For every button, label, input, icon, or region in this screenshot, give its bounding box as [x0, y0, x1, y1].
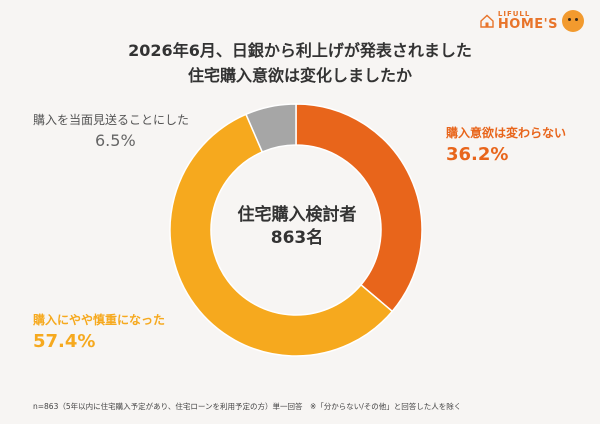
logo-big-text: HOME'S [497, 17, 558, 32]
slice-unchanged [295, 103, 423, 313]
slice-label-unchanged: 購入意欲は変わらない 36.2% [446, 124, 566, 165]
slice-cautious [169, 113, 394, 357]
mascot-icon [562, 10, 584, 32]
title-line-2: 住宅購入意欲は変化しましたか [187, 66, 412, 85]
center-label-line-1: 住宅購入検討者 [237, 205, 357, 225]
footnote: n=863（5年以内に住宅購入予定があり、住宅ローンを利用予定の方）単一回答 ※… [33, 402, 462, 411]
logo: LIFULL HOME'S [480, 10, 584, 32]
slice-name-postponed: 購入を当面見送ることにした [33, 113, 190, 127]
slice-name-cautious: 購入にやや慎重になった [33, 313, 166, 327]
slice-value-unchanged: 36.2% [446, 144, 509, 165]
title-line-1: 2026年6月、日銀から利上げが発表されました [128, 41, 472, 60]
slice-value-cautious: 57.4% [33, 331, 96, 352]
slice-label-cautious: 購入にやや慎重になった 57.4% [33, 311, 165, 352]
center-label-line-2: 863名 [270, 228, 324, 248]
logo-small-text: LIFULL [497, 10, 531, 18]
slice-name-unchanged: 購入意欲は変わらない [446, 126, 567, 140]
slice-label-postponed: 購入を当面見送ることにした 6.5% [33, 111, 189, 150]
house-icon [480, 14, 494, 28]
slice-postponed [245, 103, 297, 153]
center-label: 住宅購入検討者 863名 [227, 204, 367, 250]
slice-value-postponed: 6.5% [95, 131, 136, 150]
chart-title: 2026年6月、日銀から利上げが発表されました 住宅購入意欲は変化しましたか [0, 38, 600, 88]
